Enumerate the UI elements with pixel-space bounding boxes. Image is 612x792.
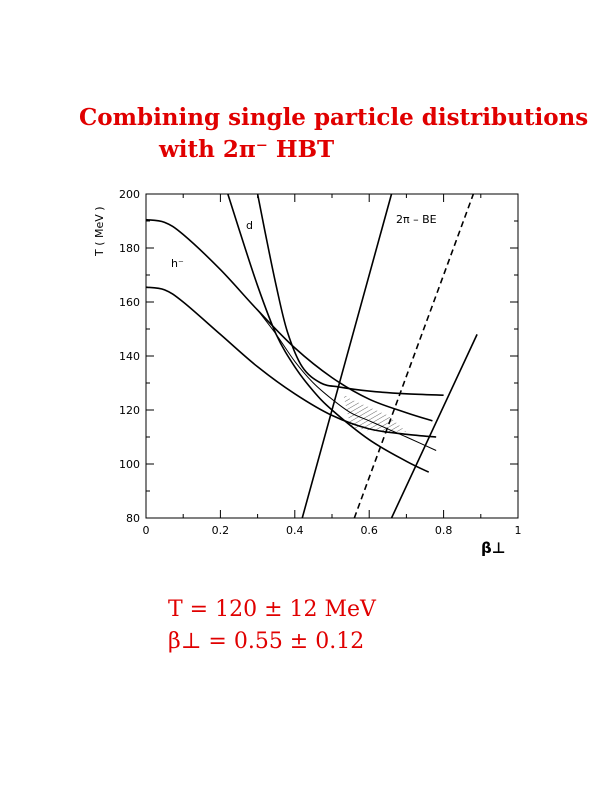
x-tick-label: 0.4 [286, 524, 304, 537]
y-tick-label: 160 [119, 296, 140, 309]
be-solid-left-line [301, 193, 393, 519]
result-temperature: T = 120 ± 12 MeV [168, 597, 376, 622]
be-solid-right-line [390, 334, 478, 519]
x-tick-label: 1 [515, 524, 522, 537]
axis-ticks [145, 193, 519, 519]
annotation-2pi-be: 2π – BE [396, 213, 437, 226]
h-lower-curve [145, 286, 437, 438]
y-tick-label: 200 [119, 188, 140, 201]
allowed-region-hatch [343, 393, 407, 432]
x-tick-label: 0 [143, 524, 150, 537]
annotation-d: d [246, 219, 253, 232]
d-upper-curve [256, 193, 444, 396]
y-tick-label: 180 [119, 242, 140, 255]
y-tick-label: 100 [119, 458, 140, 471]
y-tick-label: 80 [126, 512, 140, 525]
x-tick-label: 0.2 [212, 524, 230, 537]
be-dashed-line [353, 193, 475, 519]
h-upper-curve [145, 218, 433, 422]
y-tick-label: 140 [119, 350, 140, 363]
title-line-1: Combining single particle distributions [79, 104, 589, 131]
y-axis-label: T ( MeV ) [93, 206, 106, 257]
x-axis-label: β⊥ [481, 539, 505, 557]
x-tick-label: 0.6 [360, 524, 378, 537]
annotation-h-minus: h⁻ [171, 257, 184, 270]
y-tick-label: 120 [119, 404, 140, 417]
plot-frame [145, 193, 519, 519]
series-group [145, 193, 478, 519]
d-middle-curve [257, 309, 437, 451]
result-beta: β⊥ = 0.55 ± 0.12 [168, 629, 365, 654]
d-lower-curve [227, 193, 430, 473]
title-line-2: with 2π⁻ HBT [159, 136, 335, 163]
x-tick-label: 0.8 [435, 524, 453, 537]
